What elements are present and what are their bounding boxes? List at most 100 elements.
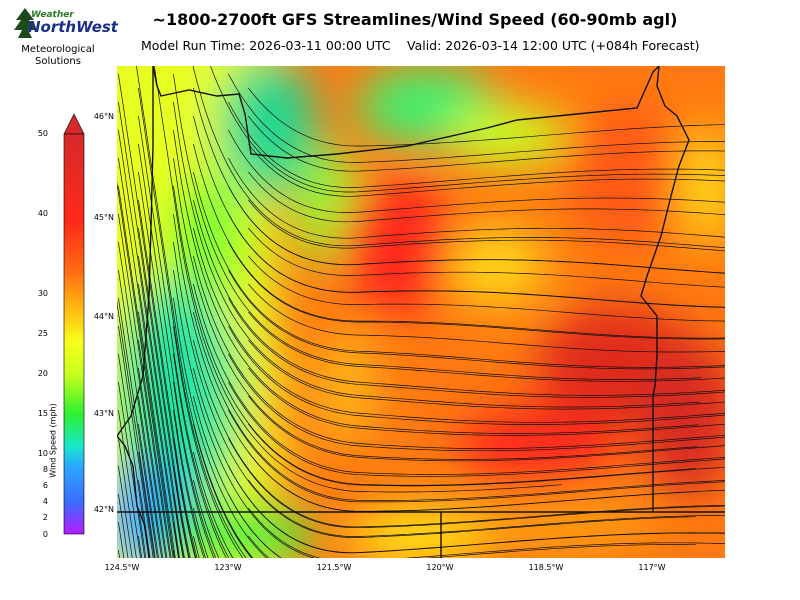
streamline <box>248 367 725 436</box>
map-title: ~1800-2700ft GFS Streamlines/Wind Speed … <box>152 10 678 29</box>
streamline <box>228 101 725 188</box>
streamline <box>248 283 725 353</box>
logo-text-small: Weather <box>31 10 74 20</box>
colorbar-tick: 30 <box>37 289 48 298</box>
lon-label: 124.5°W <box>104 563 140 572</box>
streamline <box>248 143 725 197</box>
lon-label: 121.5°W <box>316 563 352 572</box>
streamline <box>118 129 184 558</box>
lat-label: 42°N <box>93 505 114 514</box>
streamline <box>248 535 270 558</box>
map-canvas <box>117 66 725 558</box>
streamline <box>193 227 725 423</box>
streamline <box>193 507 209 558</box>
lon-label: 120°W <box>426 563 454 572</box>
colorbar-tick: 15 <box>37 409 48 418</box>
lon-label: 117°W <box>638 563 666 572</box>
streamline <box>248 451 725 512</box>
streamline <box>118 549 120 558</box>
tree-icon <box>14 8 36 38</box>
streamline <box>118 325 154 558</box>
logo <box>8 4 108 68</box>
streamline <box>248 171 725 223</box>
colorbar-tick: 20 <box>37 369 48 378</box>
streamline <box>118 409 142 558</box>
streamline <box>117 300 156 558</box>
streamline <box>173 493 185 558</box>
streamline <box>173 409 205 558</box>
lat-label: 45°N <box>93 213 114 222</box>
streamline <box>118 213 171 558</box>
streamline <box>228 465 725 554</box>
streamline <box>228 521 253 558</box>
streamline <box>173 101 700 408</box>
streamline <box>228 297 725 398</box>
colorbar-tick: 10 <box>37 449 48 458</box>
streamline <box>173 129 699 434</box>
streamline <box>193 143 725 339</box>
streamline <box>173 521 180 558</box>
streamline <box>138 423 159 558</box>
streamline <box>228 269 725 370</box>
streamline <box>118 437 137 558</box>
streamline <box>228 129 725 213</box>
streamline <box>138 171 206 558</box>
streamline <box>193 311 725 501</box>
colorbar-tick: 2 <box>42 513 48 522</box>
streamline <box>138 87 247 558</box>
streamline <box>118 73 196 558</box>
streamline <box>248 311 725 382</box>
streamline <box>118 465 133 558</box>
streamline <box>118 269 162 558</box>
streamline <box>248 479 725 537</box>
streamline <box>118 381 146 558</box>
streamline <box>173 269 697 558</box>
streamline <box>193 255 725 449</box>
streamline <box>118 493 129 558</box>
streamline <box>192 66 725 249</box>
streamline <box>228 157 725 239</box>
streamline <box>193 171 725 368</box>
streamline <box>193 535 200 558</box>
streamline <box>173 549 175 558</box>
streamline <box>138 115 230 558</box>
valid-time: Valid: 2026-03-14 12:00 UTC (+084h Forec… <box>407 38 700 53</box>
coastline <box>117 66 154 437</box>
streamline <box>118 521 125 558</box>
streamline <box>248 423 725 487</box>
streamline <box>118 297 158 558</box>
logo-text-main: NorthWest <box>28 18 118 36</box>
lat-label: 46°N <box>93 112 114 121</box>
streamline <box>118 185 175 558</box>
colorbar-tick: 6 <box>42 481 48 490</box>
streamline <box>210 66 725 193</box>
lat-label: 44°N <box>93 312 114 321</box>
streamline <box>173 73 701 380</box>
streamline <box>138 535 143 558</box>
logo-subtitle-1: Meteorological <box>21 44 95 55</box>
streamline <box>248 87 725 147</box>
colorbar-tick: 0 <box>42 530 48 539</box>
streamline <box>138 143 217 558</box>
streamline <box>173 157 698 460</box>
streamline <box>138 255 185 558</box>
colorbar-tick: 50 <box>37 129 48 138</box>
streamline <box>138 507 147 558</box>
colorbar-label: Wind Speed (mph) <box>48 403 58 478</box>
streamline <box>193 479 220 558</box>
streamline <box>228 409 725 503</box>
lon-label: 123°W <box>214 563 242 572</box>
streamline <box>248 507 725 558</box>
lat-label: 43°N <box>93 409 114 418</box>
streamline <box>173 297 268 558</box>
streamline <box>173 185 697 486</box>
state-borders <box>117 66 725 558</box>
streamline <box>173 241 696 538</box>
wind-speed-field <box>117 66 725 558</box>
streamline <box>228 241 725 340</box>
streamline <box>228 73 725 163</box>
wind-speed-map <box>117 66 725 558</box>
streamline <box>118 241 167 558</box>
streamline <box>228 549 234 558</box>
colorbar: 0 2 4 6 8 10 15 20 25 30 40 50 Wind Spee… <box>20 110 90 550</box>
